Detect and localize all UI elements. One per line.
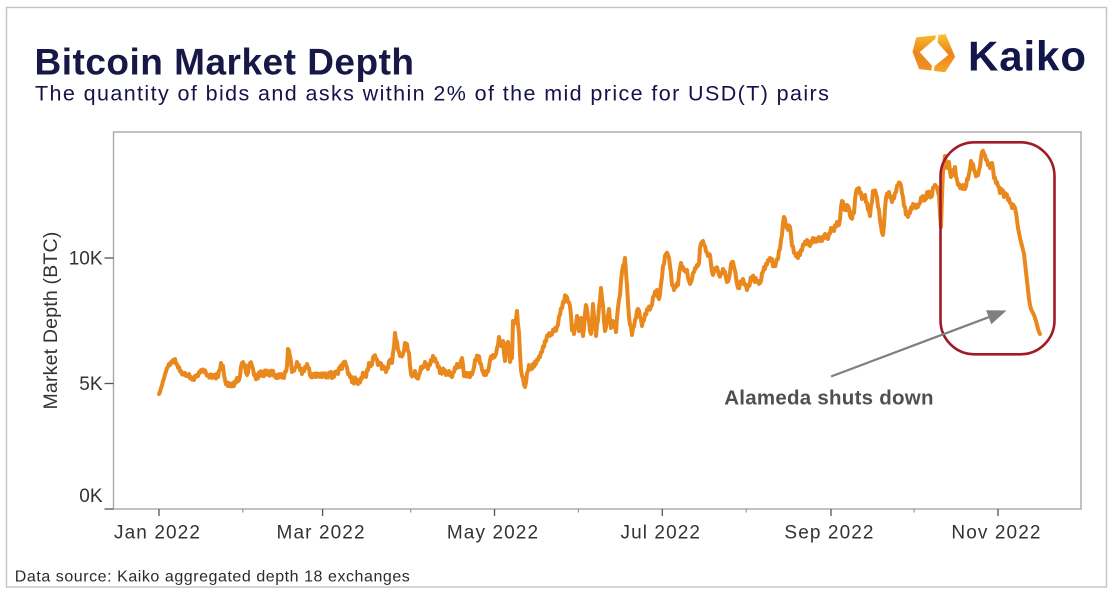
svg-text:Market Depth (BTC): Market Depth (BTC) xyxy=(40,231,62,409)
svg-text:Bitcoin Market Depth: Bitcoin Market Depth xyxy=(35,41,415,82)
svg-text:May 2022: May 2022 xyxy=(447,523,539,544)
svg-text:0K: 0K xyxy=(79,486,103,507)
svg-text:Alameda shuts down: Alameda shuts down xyxy=(724,387,934,410)
svg-text:The quantity of bids and asks: The quantity of bids and asks within 2% … xyxy=(35,82,830,106)
svg-text:Data source: Kaiko aggregated: Data source: Kaiko aggregated depth 18 e… xyxy=(15,569,411,586)
svg-text:10K: 10K xyxy=(69,249,103,270)
svg-text:Nov 2022: Nov 2022 xyxy=(951,523,1041,544)
svg-text:Jul 2022: Jul 2022 xyxy=(620,523,701,544)
svg-text:Jan 2022: Jan 2022 xyxy=(114,523,201,544)
svg-text:Mar 2022: Mar 2022 xyxy=(277,523,366,544)
svg-text:Sep 2022: Sep 2022 xyxy=(784,523,874,544)
svg-text:Kaiko: Kaiko xyxy=(968,33,1087,80)
svg-text:5K: 5K xyxy=(79,374,103,395)
